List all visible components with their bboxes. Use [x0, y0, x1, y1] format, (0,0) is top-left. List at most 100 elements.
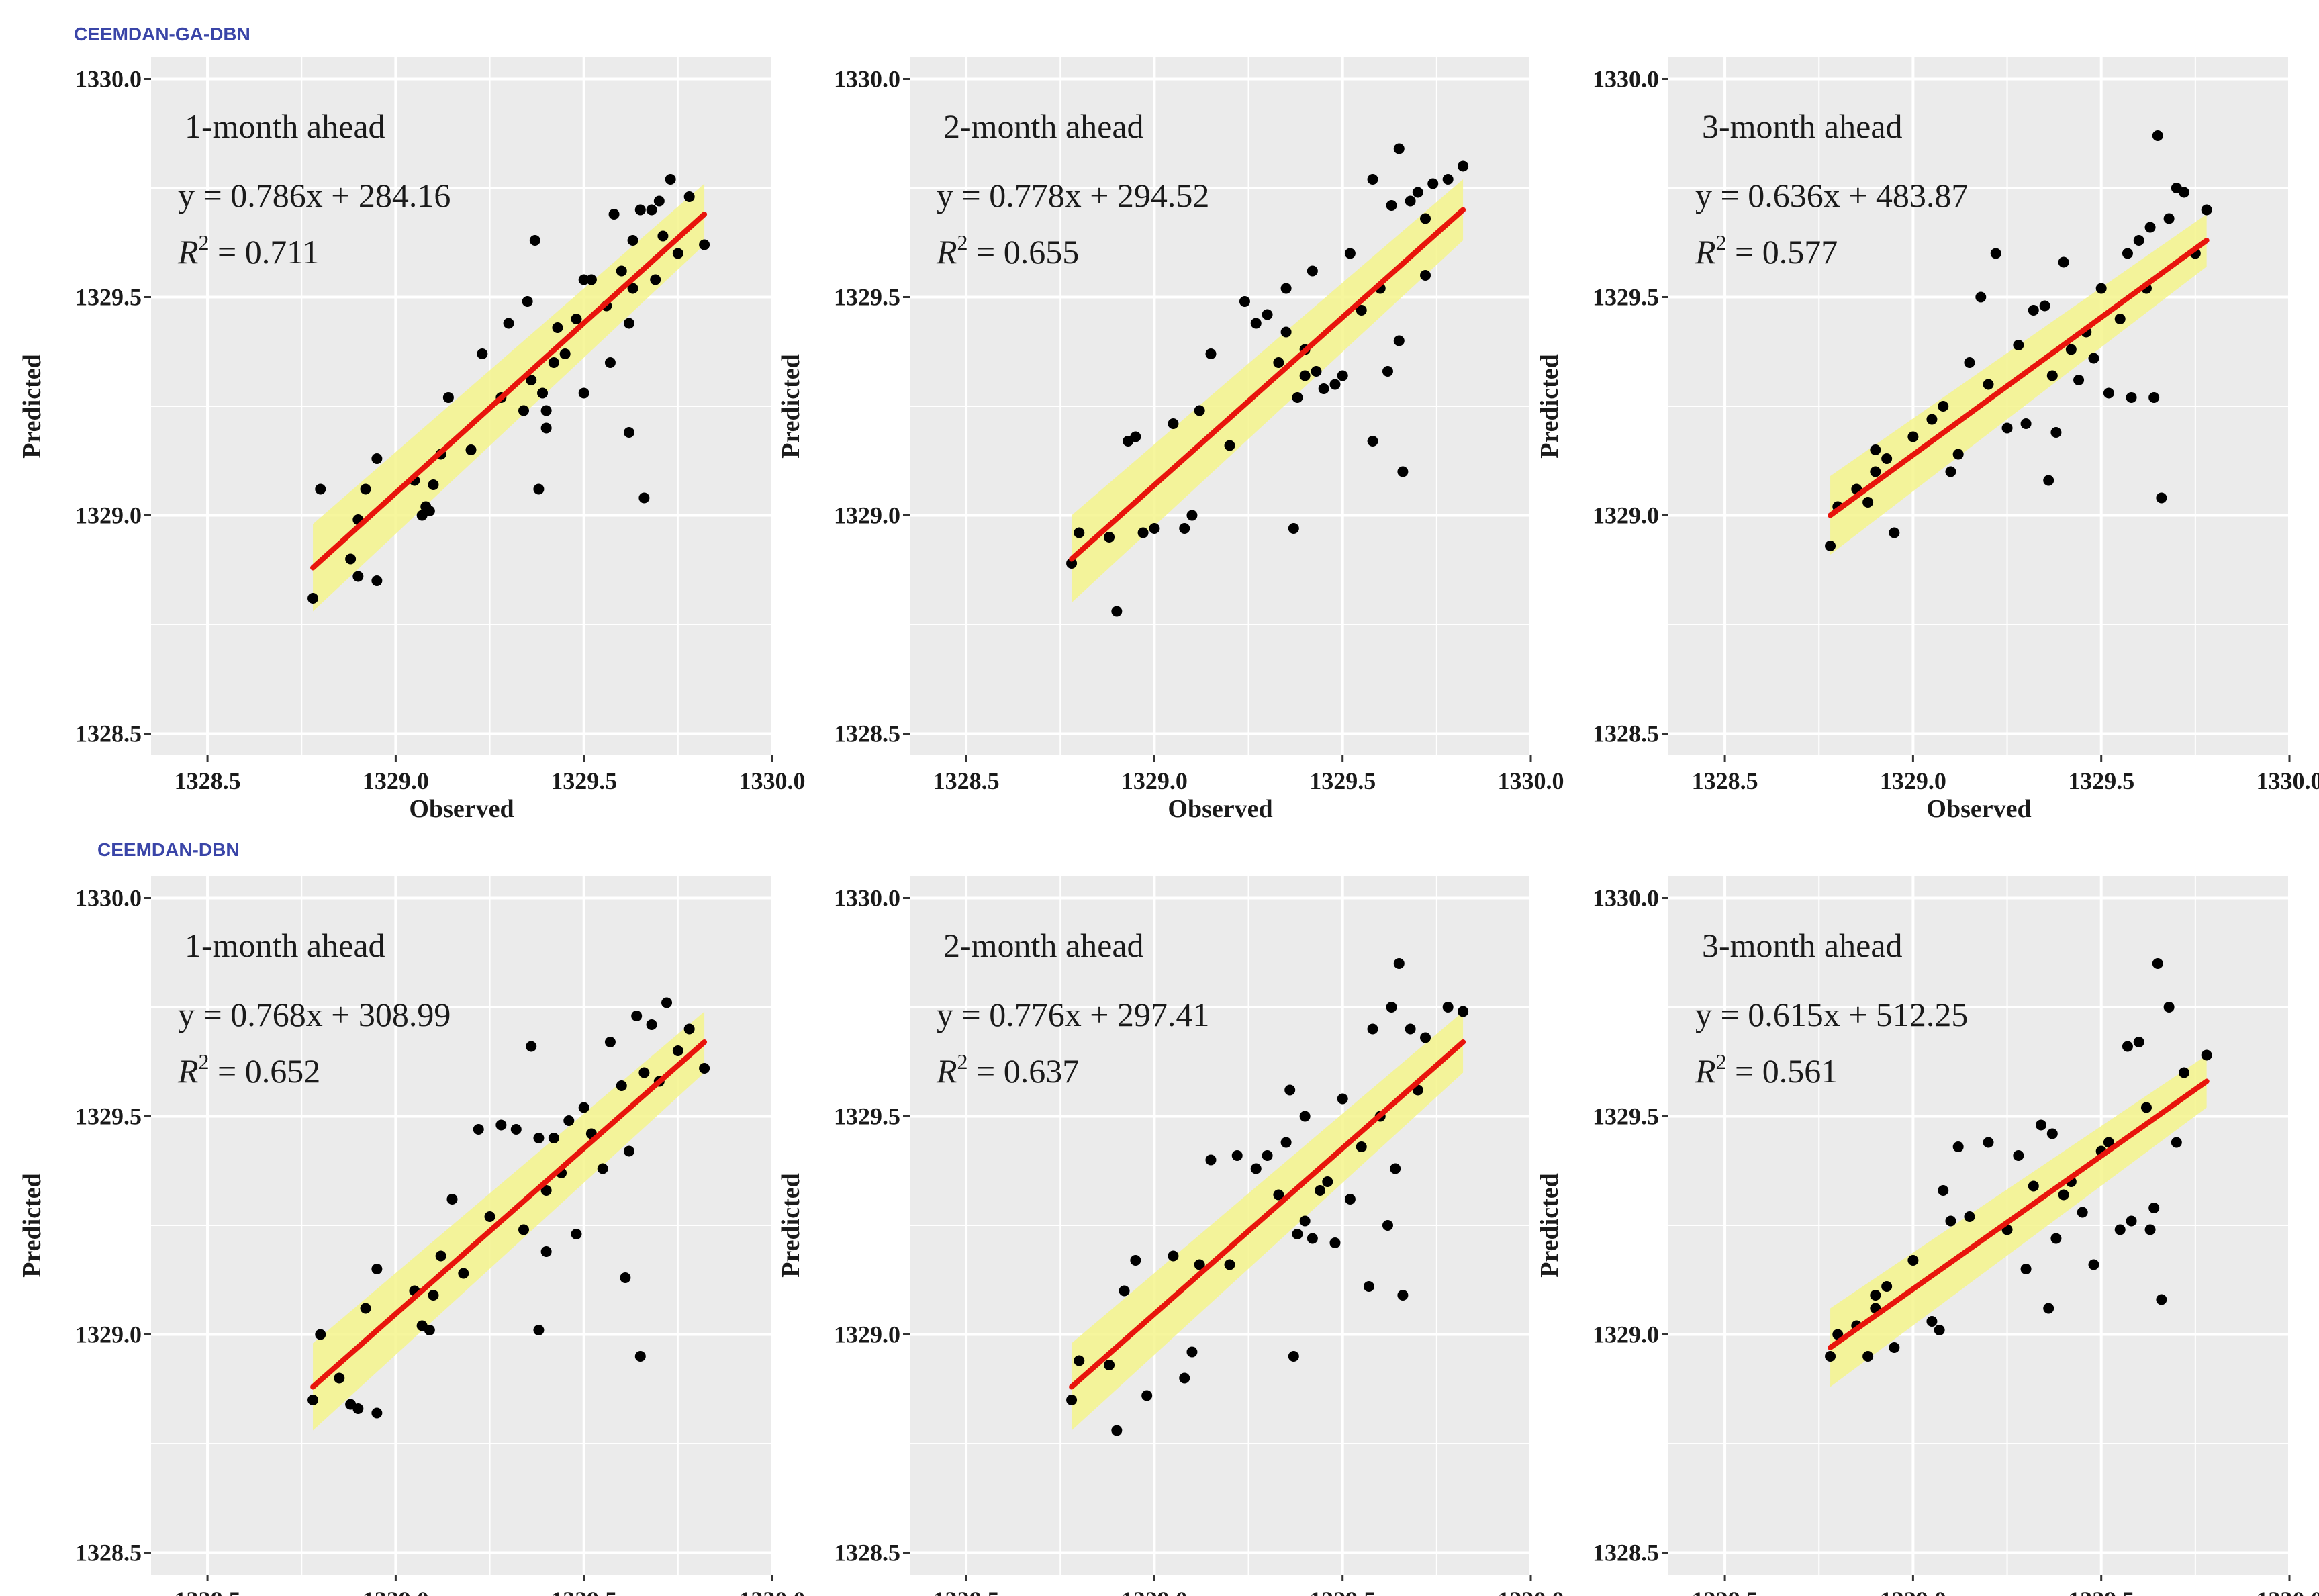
data-point [1363, 1281, 1374, 1292]
data-point [1870, 466, 1881, 477]
data-point [1367, 1023, 1378, 1035]
data-point [2077, 1207, 2088, 1218]
data-point [2065, 344, 2077, 355]
data-point [1307, 1233, 1318, 1244]
y-tick-label: 1329.5 [834, 284, 900, 311]
data-point [533, 483, 545, 495]
confidence-band [313, 183, 705, 612]
y-tick-label: 1329.0 [75, 502, 142, 529]
data-point [2103, 387, 2114, 399]
x-axis-title: Observed [409, 795, 514, 823]
data-point [1397, 466, 1409, 477]
data-point [424, 1325, 435, 1335]
data-point [1318, 383, 1329, 394]
x-axis-title: Observed [1926, 795, 2031, 823]
data-point [2020, 1264, 2032, 1274]
data-point [2133, 1037, 2144, 1047]
data-point [458, 1268, 469, 1279]
y-tick-label: 1329.0 [75, 1321, 142, 1348]
chart-panel-2: 1328.5 1329.0 1329.5 1330.0 1328.5 1329.0 1329… [777, 57, 1564, 823]
x-tick-label: 1329.5 [2068, 1587, 2134, 1596]
data-point [1420, 270, 1431, 281]
y-tick-label: 1329.5 [75, 1103, 142, 1130]
data-point [2152, 958, 2163, 969]
data-point [334, 1372, 345, 1384]
regression-equation: y = 0.636x + 483.87 [1695, 177, 1968, 214]
r-squared-label: R2 = 0.655 [936, 230, 1079, 271]
data-point [2144, 222, 2156, 233]
data-point [2179, 187, 2190, 198]
y-tick-label: 1328.5 [75, 1540, 142, 1566]
data-point [623, 427, 634, 438]
r-squared-label: R2 = 0.711 [177, 230, 319, 271]
horizon-label: 1-month ahead [185, 927, 385, 964]
data-point [665, 174, 676, 185]
data-point [540, 1185, 552, 1196]
data-point [2088, 1259, 2099, 1270]
data-point [571, 1229, 582, 1239]
data-point [1405, 1023, 1416, 1035]
data-point [597, 1163, 608, 1174]
data-point [1952, 449, 1964, 460]
data-point [1938, 401, 1949, 412]
r-squared-label: R2 = 0.637 [936, 1049, 1079, 1090]
data-point [1315, 1185, 1326, 1196]
data-point [2095, 283, 2107, 294]
data-point [1299, 1111, 1311, 1122]
data-point [1356, 1141, 1367, 1152]
data-point [1442, 1002, 1454, 1013]
data-point [2163, 213, 2175, 224]
data-point [1386, 1002, 1397, 1013]
data-point [518, 405, 529, 416]
x-tick-label: 1329.5 [1309, 767, 1376, 794]
y-tick-label: 1330.0 [75, 66, 142, 93]
data-point [1390, 1163, 1401, 1174]
y-tick-label: 1329.5 [1593, 284, 1659, 311]
data-point [1311, 366, 1322, 377]
x-tick-label: 1328.5 [1692, 1587, 1758, 1596]
data-point [540, 422, 552, 434]
data-point [2148, 392, 2160, 403]
data-point [661, 997, 673, 1008]
regression-line [1069, 207, 1466, 562]
data-point [1386, 200, 1397, 211]
chart-panel-6: 1328.5 1329.0 1329.5 1330.0 1328.5 1329.0 1329… [1535, 876, 2319, 1596]
data-point [571, 314, 582, 324]
data-point [631, 1011, 643, 1021]
data-point [1239, 296, 1250, 307]
data-point [2122, 1041, 2133, 1052]
data-point [2148, 1203, 2160, 1213]
data-point [2073, 375, 2085, 385]
y-tick-label: 1330.0 [1593, 885, 1659, 912]
data-point [371, 1407, 383, 1419]
data-point [1168, 1250, 1179, 1262]
x-tick-label: 1329.0 [1121, 767, 1188, 794]
data-point [2050, 1233, 2062, 1244]
data-point [1458, 1006, 1469, 1017]
data-point [620, 1272, 631, 1283]
data-point [1938, 1185, 1949, 1196]
data-point [371, 1264, 383, 1274]
data-point [484, 1211, 495, 1222]
data-point [1322, 1176, 1333, 1187]
data-point [1926, 414, 1938, 425]
data-point [1356, 305, 1367, 316]
data-point [1337, 1093, 1348, 1105]
data-point [307, 1395, 319, 1405]
chart-panels: 1328.5 1329.0 1329.5 1330.0 1328.5 1329.0 1329… [18, 57, 2319, 1596]
data-point [360, 483, 371, 495]
data-point [1104, 532, 1115, 543]
y-tick-label: 1329.5 [75, 284, 142, 311]
data-point [352, 1403, 364, 1414]
y-axis-title: Predicted [1535, 354, 1564, 458]
data-point [2114, 314, 2126, 324]
data-point [1405, 195, 1416, 207]
data-point [1344, 1194, 1356, 1205]
data-point [1250, 1163, 1262, 1174]
data-point [1074, 527, 1085, 538]
data-point [1130, 1255, 1141, 1266]
data-point [1825, 1351, 1836, 1362]
data-point [2171, 1137, 2182, 1148]
y-tick-label: 1328.5 [834, 720, 900, 747]
x-tick-label: 1330.0 [2257, 767, 2319, 794]
